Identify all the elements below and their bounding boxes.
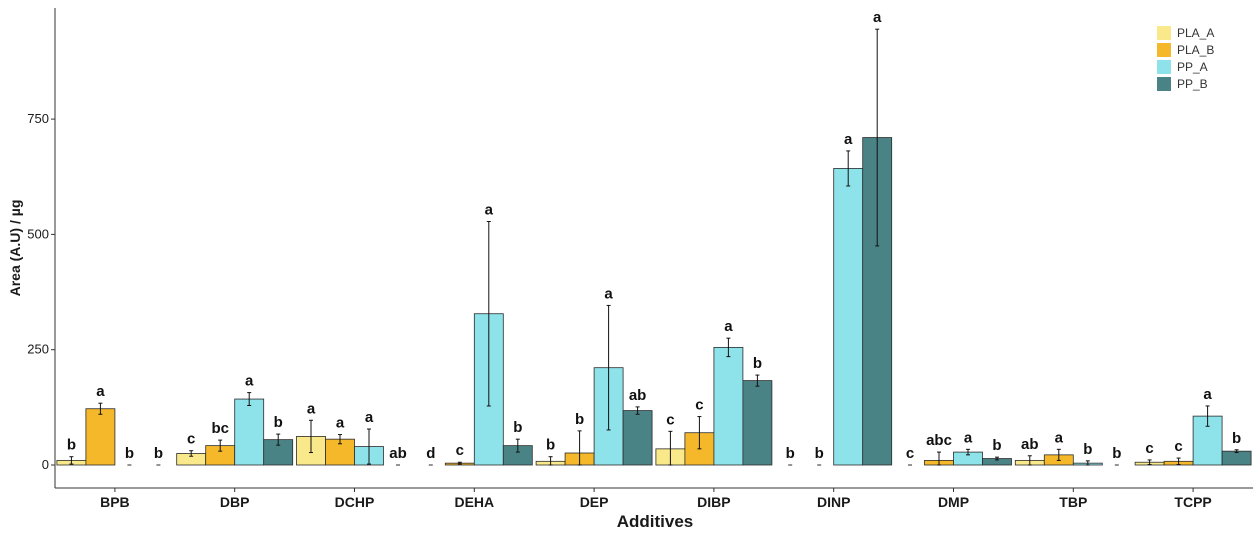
sig-letter-bpb-pp-a: b	[125, 445, 134, 462]
x-tick-label-tbp: TBP	[1059, 494, 1087, 510]
sig-letter-tbp-pla-b: a	[1055, 429, 1064, 446]
sig-letter-dibp-pp-b: b	[753, 355, 762, 372]
legend-label-pp-a: PP_A	[1177, 60, 1208, 74]
x-tick-label-dibp: DIBP	[697, 494, 730, 510]
sig-letter-dep-pp-a: a	[604, 285, 613, 302]
sig-letter-dmp-pla-a: c	[906, 445, 914, 462]
sig-letter-dinp-pla-a: b	[786, 445, 795, 462]
axes: 0 250 500 750 BPB DBP DCHP DEHA DEP DIBP DINP DMP TB…	[27, 8, 1253, 510]
y-tick-label: 250	[27, 342, 49, 357]
bar-dibp-pp-b	[742, 380, 773, 466]
bars	[56, 137, 1252, 466]
sig-letter-dibp-pla-a: c	[666, 411, 674, 428]
sig-letter-dchp-pla-b: a	[336, 415, 345, 432]
sig-letter-dchp-pp-b: ab	[389, 445, 407, 462]
sig-letter-dibp-pla-b: c	[695, 397, 703, 414]
sig-letter-deha-pp-b: b	[513, 419, 522, 436]
sig-letter-dep-pla-a: b	[546, 437, 555, 454]
sig-letter-bpb-pla-b: a	[96, 383, 105, 400]
sig-letter-dep-pla-b: b	[575, 411, 584, 428]
sig-letter-dchp-pla-a: a	[307, 400, 316, 417]
legend: PLA_A PLA_B PP_A PP_B	[1157, 26, 1214, 91]
sig-letter-dbp-pp-a: a	[245, 373, 254, 390]
x-tick-label-bpb: BPB	[100, 494, 130, 510]
sig-letter-dbp-pp-b: b	[274, 414, 283, 431]
axis-titles: Additives Area (A.U) / µg	[7, 200, 693, 531]
legend-label-pla-b: PLA_B	[1177, 43, 1214, 57]
bar-dep-pp-b	[622, 410, 653, 466]
sig-letter-dbp-pla-b: bc	[211, 420, 229, 437]
sig-letter-tcpp-pp-b: b	[1232, 430, 1241, 447]
legend-label-pp-b: PP_B	[1177, 77, 1208, 91]
bar-dibp-pp-a	[713, 346, 744, 466]
error-bars	[69, 28, 1239, 466]
legend-swatch-pla-b	[1157, 43, 1171, 57]
y-tick-label: 500	[27, 226, 49, 241]
sig-letter-dinp-pp-a: a	[844, 131, 853, 148]
sig-letter-deha-pla-a: d	[426, 445, 435, 462]
y-tick-label: 0	[42, 457, 49, 472]
legend-label-pla-a: PLA_A	[1177, 26, 1214, 40]
x-tick-label-dchp: DCHP	[335, 494, 375, 510]
bar-dbp-pp-a	[234, 398, 265, 466]
sig-letter-dchp-pp-a: a	[365, 409, 374, 426]
x-tick-label-dinp: DINP	[817, 494, 850, 510]
sig-letter-dinp-pla-b: b	[815, 445, 824, 462]
legend-swatch-pla-a	[1157, 26, 1171, 40]
sig-letter-tbp-pp-a: b	[1083, 441, 1092, 458]
sig-letter-deha-pla-b: c	[456, 442, 464, 459]
sig-letter-tcpp-pla-a: c	[1145, 440, 1153, 457]
sig-letter-dinp-pp-b: a	[873, 9, 882, 26]
bar-dinp-pp-a	[833, 168, 864, 466]
sig-letter-dmp-pla-b: abc	[926, 432, 952, 449]
sig-letter-tbp-pla-a: ab	[1021, 436, 1039, 453]
x-tick-label-tcpp: TCPP	[1174, 494, 1211, 510]
sig-letter-deha-pp-a: a	[485, 201, 494, 218]
x-axis-title: Additives	[617, 512, 694, 531]
x-tick-label-dep: DEP	[580, 494, 609, 510]
sig-letter-dep-pp-b: ab	[629, 387, 647, 404]
bar-tcpp-pp-b	[1221, 450, 1252, 466]
bar-bpb-pla-b	[85, 408, 116, 466]
x-tick-label-dmp: DMP	[938, 494, 969, 510]
sig-letter-bpb-pp-b: b	[154, 445, 163, 462]
sig-letter-tcpp-pp-a: a	[1203, 386, 1212, 403]
sig-letter-dbp-pla-a: c	[187, 431, 195, 448]
sig-letter-dmp-pp-b: b	[992, 437, 1001, 454]
sig-letter-dibp-pp-a: a	[724, 318, 733, 335]
legend-swatch-pp-b	[1157, 77, 1171, 91]
sig-letter-bpb-pla-a: b	[67, 437, 76, 454]
legend-swatch-pp-a	[1157, 60, 1171, 74]
x-tick-label-dbp: DBP	[220, 494, 250, 510]
sig-letter-tbp-pp-b: b	[1112, 445, 1121, 462]
y-tick-label: 750	[27, 111, 49, 126]
x-tick-label-deha: DEHA	[454, 494, 494, 510]
y-axis-title: Area (A.U) / µg	[7, 200, 23, 297]
sig-letter-tcpp-pla-b: c	[1174, 438, 1182, 455]
sig-letter-dmp-pp-a: a	[964, 429, 973, 446]
